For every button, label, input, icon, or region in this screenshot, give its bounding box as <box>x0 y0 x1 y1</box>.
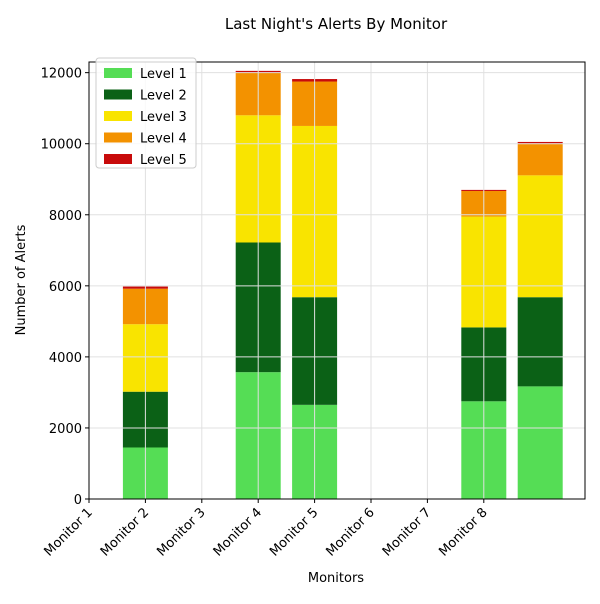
y-tick-label: 8000 <box>49 209 82 224</box>
legend-swatch <box>104 154 132 164</box>
legend-swatch <box>104 132 132 143</box>
x-tick-label: Monitor 2 <box>98 505 152 559</box>
y-tick-label: 6000 <box>49 280 82 295</box>
y-tick-label: 0 <box>74 493 82 508</box>
legend-label: Level 5 <box>140 153 187 168</box>
bar-segment <box>517 175 563 298</box>
bar-segment <box>517 143 563 176</box>
chart-title: Last Night's Alerts By Monitor <box>225 15 448 33</box>
y-axis-label: Number of Alerts <box>14 224 29 335</box>
legend-label: Level 3 <box>140 110 187 125</box>
x-tick-label: Monitor 3 <box>154 505 208 559</box>
legend-label: Level 2 <box>140 89 187 104</box>
legend-label: Level 1 <box>140 67 187 82</box>
x-tick-label: Monitor 7 <box>380 505 434 559</box>
x-tick-label: Monitor 8 <box>436 505 490 559</box>
legend-swatch <box>104 111 132 121</box>
y-tick-label: 4000 <box>49 351 82 366</box>
legend-swatch <box>104 68 132 78</box>
x-axis-label: Monitors <box>308 571 364 586</box>
x-tick-label: Monitor 4 <box>211 505 265 559</box>
plot-frame <box>88 61 586 500</box>
x-tick-label: Monitor 1 <box>42 505 96 559</box>
y-tick-label: 2000 <box>49 422 82 437</box>
bar-segment <box>517 297 563 387</box>
legend-label: Level 4 <box>140 132 187 147</box>
y-tick-label: 12000 <box>41 67 82 82</box>
bar-segment <box>517 141 563 144</box>
x-tick-label: Monitor 5 <box>267 505 321 559</box>
y-tick-label: 10000 <box>41 138 82 153</box>
bar-segment <box>517 386 563 499</box>
x-tick-label: Monitor 6 <box>324 505 378 559</box>
legend-swatch <box>104 89 132 100</box>
